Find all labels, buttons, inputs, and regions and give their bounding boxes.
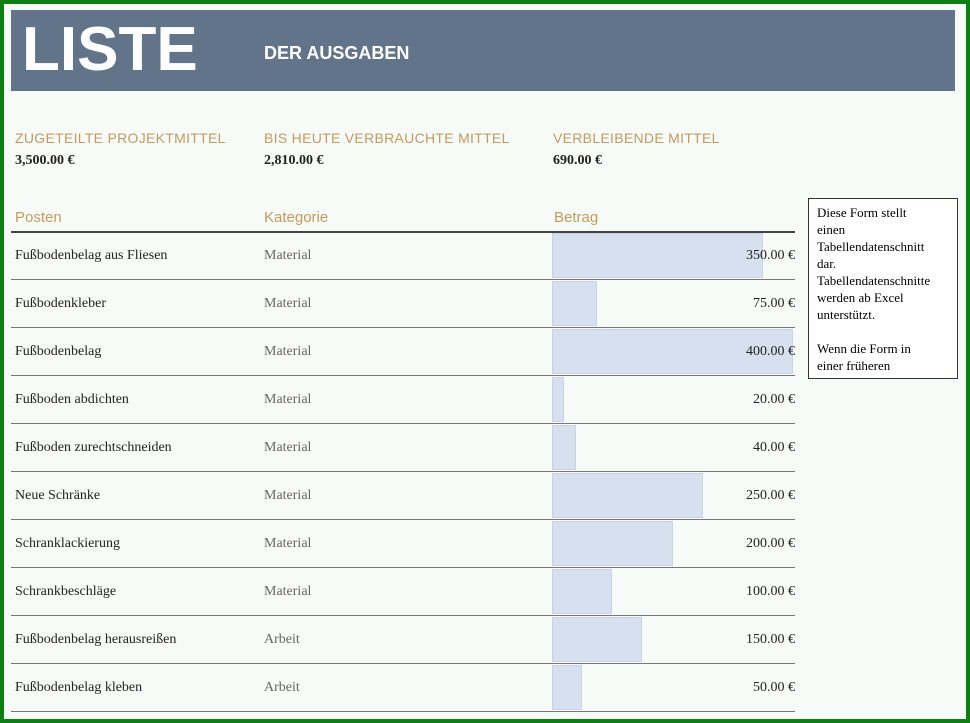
category-cell: Material: [264, 344, 312, 359]
data-bar: [552, 473, 703, 518]
row-rule: [11, 423, 795, 424]
item-cell: Fußbodenbelag aus Fliesen: [15, 248, 168, 263]
comment-line: Diese Form stellt: [817, 205, 907, 220]
data-bar: [552, 569, 613, 614]
header-title: LISTE: [22, 15, 198, 84]
comment-line: einer früheren: [817, 358, 891, 373]
amount-cell: 50.00 €: [753, 680, 795, 695]
row-rule: [11, 519, 795, 520]
data-bar: [552, 521, 673, 566]
amount-cell: 150.00 €: [746, 632, 795, 647]
row-rule: [11, 375, 795, 376]
column-header: Betrag: [554, 209, 599, 226]
comment-line: werden ab Excel: [817, 290, 904, 305]
row-rule: [11, 615, 795, 616]
amount-cell: 200.00 €: [746, 536, 795, 551]
comment-line: unterstützt.: [817, 307, 876, 322]
comment-paragraph: Wenn die Form in einer früheren: [817, 340, 949, 374]
header-subtitle: DER AUSGABEN: [264, 43, 410, 63]
data-bar: [552, 329, 793, 374]
row-rule: [11, 279, 795, 280]
header-rule: [11, 231, 795, 233]
item-cell: Fußbodenbelag: [15, 344, 102, 359]
category-cell: Arbeit: [264, 680, 300, 695]
item-cell: Fußboden abdichten: [15, 392, 129, 407]
row-rule: [11, 567, 795, 568]
item-cell: Fußbodenkleber: [15, 296, 106, 311]
amount-cell: 100.00 €: [746, 584, 795, 599]
amount-cell: 75.00 €: [753, 296, 795, 311]
item-cell: Schrankbeschläge: [15, 584, 117, 599]
data-bar: [552, 665, 583, 710]
item-cell: Schranklackierung: [15, 536, 120, 551]
amount-cell: 40.00 €: [753, 440, 795, 455]
category-cell: Material: [264, 296, 312, 311]
comment-paragraph: Diese Form stellt einen Tabellendatenschni…: [817, 204, 949, 323]
item-cell: Neue Schränke: [15, 488, 101, 503]
category-cell: Material: [264, 584, 312, 599]
summary-value: 2,810.00 €: [264, 153, 324, 168]
amount-cell: 250.00 €: [746, 488, 795, 503]
comment-line: Tabellendatenschnitt: [817, 239, 925, 254]
data-bar: [552, 233, 763, 278]
comment-line: Tabellendatenschnitte: [817, 273, 931, 288]
amount-cell: 400.00 €: [746, 344, 795, 359]
item-cell: Fußbodenbelag herausreißen: [15, 632, 177, 647]
category-cell: Arbeit: [264, 632, 300, 647]
summary-label: ZUGETEILTE PROJEKTMITTEL: [15, 130, 226, 146]
data-bar: [552, 425, 577, 470]
comment-line: einen: [817, 222, 846, 237]
row-rule: [11, 711, 795, 712]
category-cell: Material: [264, 440, 312, 455]
comment-box: Diese Form stellt einen Tabellendatenschni…: [808, 198, 958, 379]
amount-cell: 20.00 €: [753, 392, 795, 407]
data-bar: [552, 617, 643, 662]
category-cell: Material: [264, 536, 312, 551]
column-header: Kategorie: [264, 209, 329, 226]
summary-label: BIS HEUTE VERBRAUCHTE MITTEL: [264, 130, 510, 146]
amount-cell: 350.00 €: [746, 248, 795, 263]
summary-label: VERBLEIBENDE MITTEL: [553, 130, 720, 146]
row-rule: [11, 327, 795, 328]
column-header: Posten: [15, 209, 62, 226]
category-cell: Material: [264, 248, 312, 263]
item-cell: Fußbodenbelag kleben: [15, 680, 143, 695]
row-rule: [11, 471, 795, 472]
summary-value: 690.00 €: [553, 153, 602, 168]
category-cell: Material: [264, 488, 312, 503]
data-bar: [552, 281, 598, 326]
comment-line: Wenn die Form in: [817, 341, 911, 356]
item-cell: Fußboden zurechtschneiden: [15, 440, 172, 455]
data-bar: [552, 377, 565, 422]
header: LISTE DER AUSGABEN: [11, 10, 955, 91]
summary-value: 3,500.00 €: [15, 153, 75, 168]
row-rule: [11, 663, 795, 664]
comment-line: dar.: [817, 256, 837, 271]
category-cell: Material: [264, 392, 312, 407]
